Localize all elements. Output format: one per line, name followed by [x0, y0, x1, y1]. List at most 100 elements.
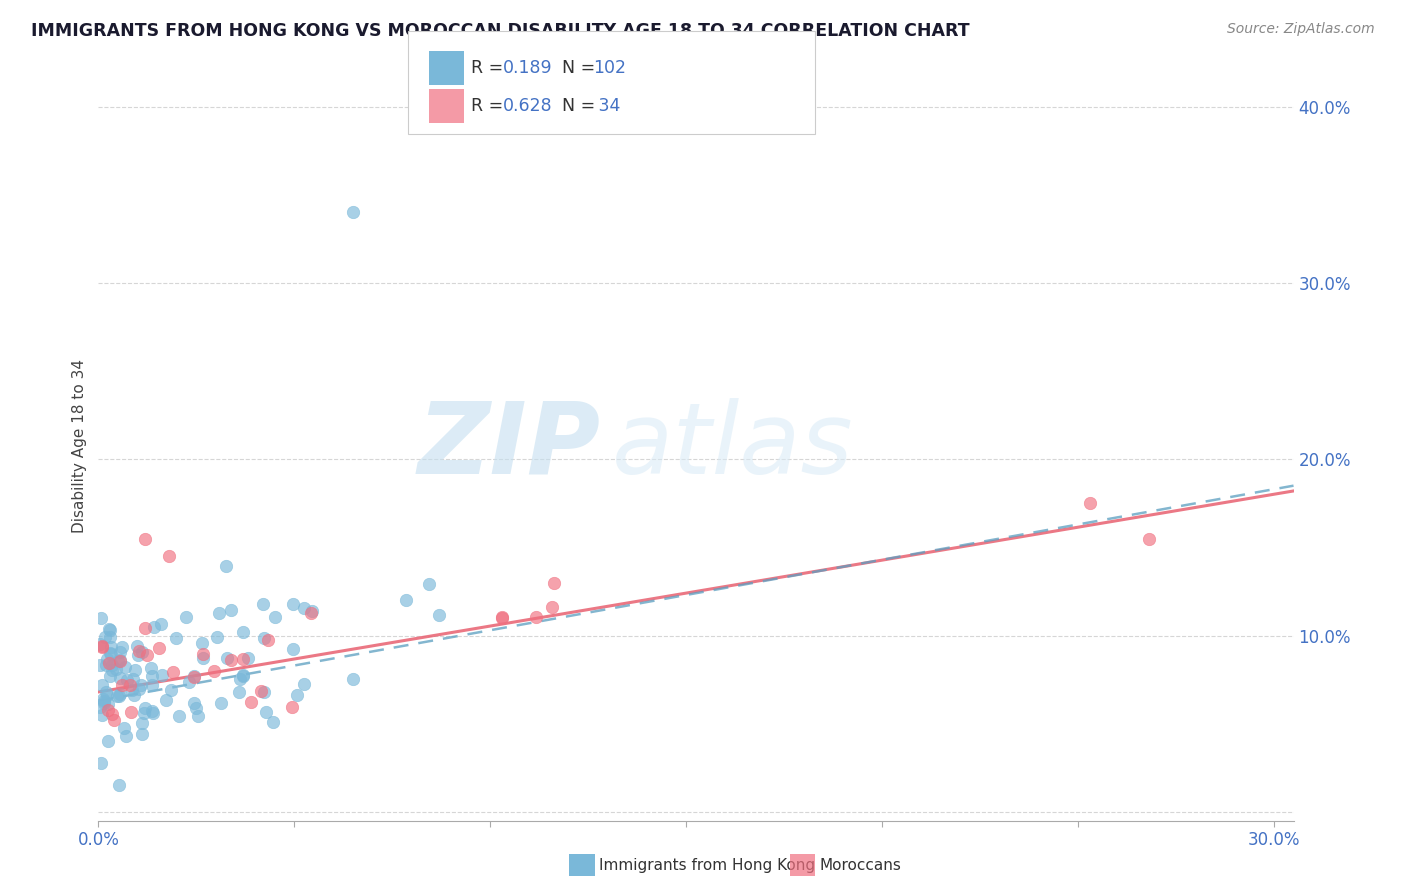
Point — [97, 697, 120, 711]
Point — [209, 696, 232, 710]
Point — [292, 676, 315, 690]
Point — [1137, 532, 1160, 546]
Text: N =: N = — [562, 97, 602, 115]
Point — [124, 664, 146, 678]
Point — [115, 729, 138, 743]
Point — [141, 661, 163, 675]
Point — [191, 647, 214, 661]
Point — [157, 549, 180, 564]
Point — [100, 658, 122, 673]
Point — [134, 706, 156, 720]
Point — [94, 684, 117, 698]
Point — [89, 658, 111, 673]
Point — [96, 652, 118, 666]
Point — [91, 639, 114, 653]
Point — [89, 637, 111, 651]
Point — [105, 662, 128, 676]
Point — [108, 653, 131, 667]
Point — [98, 623, 121, 637]
Point — [167, 709, 190, 723]
Point — [232, 669, 254, 683]
Point — [187, 709, 209, 723]
Point — [89, 699, 111, 714]
Point — [177, 674, 200, 689]
Point — [108, 671, 131, 685]
Point — [110, 640, 132, 655]
Point — [91, 678, 114, 692]
Point — [96, 688, 118, 702]
Point — [110, 645, 132, 659]
Text: ZIP: ZIP — [418, 398, 600, 494]
Point — [283, 641, 305, 656]
Text: Moroccans: Moroccans — [820, 858, 901, 872]
Point — [142, 706, 165, 720]
Point — [1078, 496, 1101, 510]
Point — [232, 652, 254, 666]
Text: 34: 34 — [593, 97, 620, 115]
Point — [257, 633, 280, 648]
Point — [183, 670, 205, 684]
Point — [93, 696, 115, 710]
Point — [112, 721, 135, 735]
Point — [395, 593, 418, 607]
Point — [114, 660, 136, 674]
Point — [250, 684, 273, 698]
Point — [183, 669, 205, 683]
Text: 0.189: 0.189 — [503, 59, 553, 77]
Point — [134, 621, 156, 635]
Point — [219, 652, 242, 666]
Point — [131, 727, 153, 741]
Point — [100, 648, 122, 662]
Point — [122, 688, 145, 702]
Point — [136, 648, 159, 662]
Point — [107, 654, 129, 668]
Point — [150, 668, 173, 682]
Point — [239, 696, 262, 710]
Point — [285, 688, 308, 702]
Point — [141, 669, 163, 683]
Point — [127, 648, 149, 662]
Point — [141, 678, 163, 692]
Point — [292, 600, 315, 615]
Point — [524, 610, 547, 624]
Point — [280, 699, 302, 714]
Point — [120, 678, 142, 692]
Point — [299, 607, 322, 621]
Point — [253, 632, 276, 646]
Point — [262, 715, 284, 730]
Point — [141, 704, 163, 718]
Point — [111, 678, 134, 692]
Point — [100, 640, 122, 654]
Point — [183, 697, 205, 711]
Point — [90, 611, 112, 625]
Point — [543, 575, 565, 590]
Point — [103, 713, 125, 727]
Point — [202, 665, 225, 679]
Point — [253, 685, 276, 699]
Point — [228, 685, 250, 699]
Point — [252, 598, 274, 612]
Point — [107, 778, 129, 792]
Point — [191, 636, 214, 650]
Point — [301, 603, 323, 617]
Point — [264, 609, 287, 624]
Point — [105, 689, 128, 703]
Point — [143, 620, 166, 634]
Point — [148, 640, 170, 655]
Point — [94, 658, 117, 673]
Point — [232, 625, 254, 640]
Point — [131, 645, 153, 659]
Point — [98, 669, 121, 683]
Point — [129, 678, 152, 692]
Point — [205, 631, 228, 645]
Text: 102: 102 — [593, 59, 626, 77]
Point — [97, 702, 120, 716]
Point — [100, 630, 122, 644]
Y-axis label: Disability Age 18 to 34: Disability Age 18 to 34 — [72, 359, 87, 533]
Point — [91, 640, 114, 655]
Point — [155, 693, 177, 707]
Point — [150, 616, 173, 631]
Point — [108, 654, 131, 668]
Point — [134, 700, 156, 714]
Point — [232, 667, 254, 681]
